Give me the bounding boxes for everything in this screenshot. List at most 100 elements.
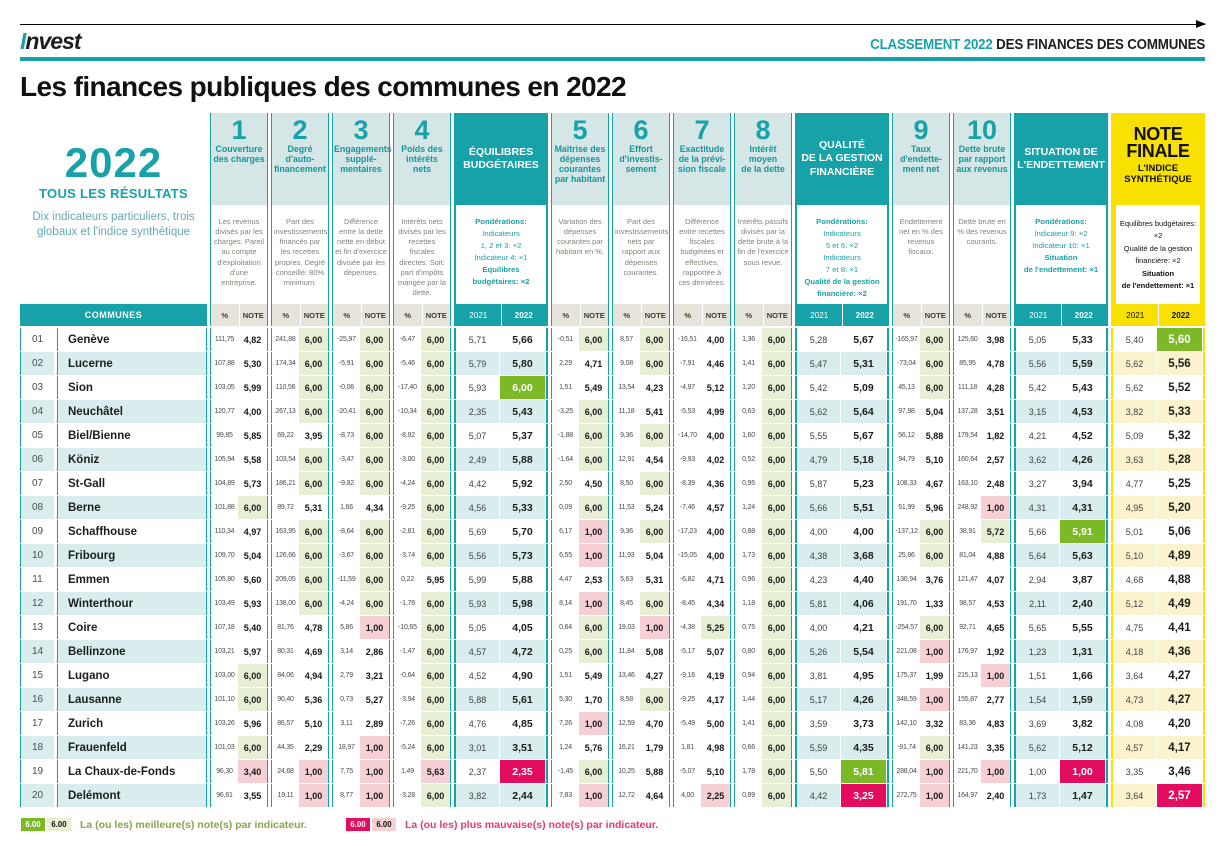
indicator-percent: -137,12: [893, 520, 920, 543]
indicator-column-3: 3 Engagements supplé- mentaires Différence…: [332, 113, 392, 326]
year-2021-label: 2021: [1113, 304, 1158, 326]
indicator-percent: -4,24: [333, 592, 360, 615]
indicator-title: Taux d'endette- ment net: [900, 144, 942, 175]
indicator-cells: 16,21 1,79: [612, 736, 670, 759]
indicator-note: 5,72: [981, 520, 1010, 543]
indicator-percent: 45,13: [893, 376, 920, 399]
indicator-percent: 90,40: [272, 688, 299, 711]
indicator-note: 4,97: [238, 520, 267, 543]
indicator-note: 6,00: [762, 328, 791, 351]
table-row: 18 Frauenfeld 101,03 6,00 44,35 2,29 18,97 1,00…: [20, 736, 1205, 759]
indicator-note: 5,36: [299, 688, 328, 711]
indicator-cells: 138,00 6,00: [271, 592, 329, 615]
indicator-percent: 141,23: [954, 736, 981, 759]
group-score-2022: 5,33: [1157, 400, 1202, 423]
indicator-percent: -9,16: [674, 664, 701, 687]
indicator-note: 6,00: [421, 640, 450, 663]
indicator-cells: 176,97 1,92: [953, 640, 1011, 663]
group-cells-qg: 3,81 4,95: [795, 664, 889, 687]
indicator-note: 1,70: [579, 688, 608, 711]
indicator-note: 6,00: [762, 544, 791, 567]
indicator-note: 5,08: [640, 640, 669, 663]
year-2022-label: 2022: [1061, 304, 1106, 326]
indicator-note: 6,00: [579, 448, 608, 471]
group-score-2021: 3,59: [797, 712, 841, 735]
indicator-column-1: 1 Couverture des charges Les revenus divis…: [210, 113, 268, 326]
indicator-note: 2,86: [360, 640, 389, 663]
group-cells-nf: 5,12 4,49: [1111, 592, 1205, 615]
indicator-cells: 0,88 6,00: [734, 520, 792, 543]
indicator-note: 5,27: [360, 688, 389, 711]
group-description-line: Indicateurs: [482, 228, 520, 238]
indicator-cells: 13,54 4,23: [612, 376, 670, 399]
indicator-cells: 94,79 5,10: [892, 448, 950, 471]
group-cells-qg: 4,79 5,18: [795, 448, 889, 471]
commune-name: Sion: [57, 376, 207, 399]
indicator-note: 6,00: [762, 520, 791, 543]
indicator-column-9: 9 Taux d'endette- ment net Endettement net…: [892, 113, 950, 326]
indicator-cells: 126,66 6,00: [271, 544, 329, 567]
group-score-2022: 4,36: [1157, 640, 1202, 663]
group-cells-qg: 5,59 4,35: [795, 736, 889, 759]
indicator-column-2: 2 Degré d'auto- financement Part des inves…: [271, 113, 329, 326]
indicator-percent: 0,80: [735, 640, 762, 663]
indicator-note: 3,55: [238, 784, 267, 807]
indicator-note: 3,95: [299, 424, 328, 447]
group-cells-qg: 4,38 3,68: [795, 544, 889, 567]
indicator-description: Part des investissements financés par le…: [272, 205, 328, 304]
percent-column-label: %: [613, 304, 641, 326]
group-cells-qg: 5,50 5,81: [795, 760, 889, 783]
group-cells-se: 5,64 5,63: [1014, 544, 1108, 567]
indicator-percent: -5,91: [333, 352, 360, 375]
indicator-note: 4,98: [701, 736, 730, 759]
logo-rest: nvest: [25, 28, 81, 54]
indicator-cells: -8,92 6,00: [393, 424, 451, 447]
group-score-2021: 5,56: [456, 544, 500, 567]
group-cells-qg: 5,42 5,09: [795, 376, 889, 399]
indicator-percent: 111,75: [211, 328, 238, 351]
group-description-line: Situation: [1044, 252, 1078, 262]
indicator-note: 6,00: [360, 568, 389, 591]
group-cells-nf: 5,62 5,52: [1111, 376, 1205, 399]
indicator-note: 6,00: [299, 472, 328, 495]
indicator-cells: -8,64 6,00: [332, 520, 390, 543]
indicator-note: 6,00: [640, 352, 669, 375]
commune-name: Berne: [57, 496, 207, 519]
group-score-2021: 2,11: [1016, 592, 1060, 615]
group-score-2022: 5,81: [841, 760, 886, 783]
indicator-cells: -17,40 6,00: [393, 376, 451, 399]
indicator-percent: 209,05: [272, 568, 299, 591]
year-2022-label: 2022: [501, 304, 546, 326]
group-score-2021: 3,01: [456, 736, 500, 759]
group-score-2021: 5,62: [1113, 376, 1157, 399]
best-score-label: La (ou les) meilleure(s) note(s) par ind…: [80, 818, 307, 831]
indicator-note: 6,00: [920, 736, 949, 759]
indicator-cells: 84,06 4,94: [271, 664, 329, 687]
group-score-2021: 4,42: [456, 472, 500, 495]
indicator-cells: 110,56 6,00: [271, 376, 329, 399]
indicator-note: 1,00: [299, 760, 328, 783]
indicator-note: 6,00: [421, 544, 450, 567]
indicator-note: 4,78: [299, 616, 328, 639]
commune-rank: 07: [20, 472, 54, 495]
indicator-cells: 89,72 5,31: [271, 496, 329, 519]
indicator-cells: 1,36 6,00: [734, 328, 792, 351]
worst-score-label: La (ou les) plus mauvaise(s) note(s) par…: [404, 818, 659, 831]
indicator-note: 6,00: [360, 400, 389, 423]
group-cells-eb: 5,79 5,80: [454, 352, 548, 375]
indicator-percent: 3,14: [333, 640, 360, 663]
indicator-note: 1,00: [579, 520, 608, 543]
indicator-percent: 105,94: [211, 448, 238, 471]
group-score-2022: 4,31: [1060, 496, 1105, 519]
indicator-cells: 9,36 6,00: [612, 424, 670, 447]
table-header: 2022 TOUS LES RÉSULTATS Dix indicateurs pa…: [20, 113, 1205, 326]
indicator-note: 6,00: [421, 496, 450, 519]
indicator-note: 6,00: [920, 328, 949, 351]
group-score-2021: 4,56: [456, 496, 500, 519]
indicator-cells: 2,79 3,21: [332, 664, 390, 687]
indicator-percent: 0,75: [735, 616, 762, 639]
kicker-rest: DES FINANCES DES COMMUNES: [992, 37, 1205, 53]
indicator-percent: 103,21: [211, 640, 238, 663]
indicator-percent: 101,03: [211, 736, 238, 759]
table-row: 03 Sion 103,05 5,99 110,56 6,00 -0,06 6,00 -17,4…: [20, 376, 1205, 399]
